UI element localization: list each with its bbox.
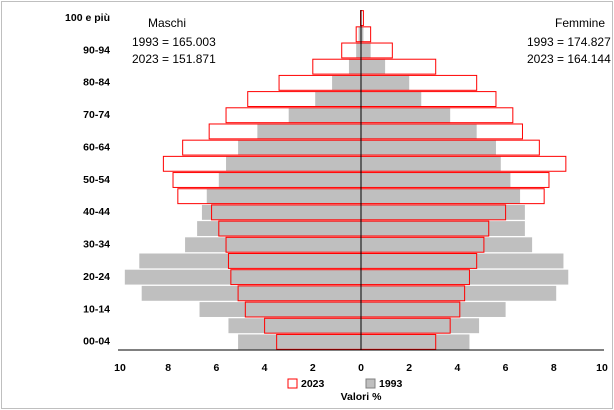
bar [361,253,564,269]
bar [361,188,521,204]
x-tick-label: 4 [262,362,268,374]
x-axis-label: Valori % [341,391,383,403]
y-tick-label: 10-14 [83,303,110,315]
side-label: Maschi [148,16,186,30]
bar [348,59,361,75]
bar [361,285,557,301]
bar [141,285,361,301]
bar [361,107,451,123]
x-tick-label: 8 [165,362,171,374]
y-tick-label: 90-94 [83,44,110,56]
bar [361,75,410,91]
side-note: 1993 = 174.827 [527,35,611,49]
bar [361,91,422,107]
y-tick-label: 40-44 [83,206,110,218]
y-tick-label: 60-64 [83,141,110,153]
bar [358,26,361,42]
bar [238,334,361,350]
y-tick-label: 50-54 [83,174,110,186]
legend-swatch [365,378,376,389]
y-tick-label: 00-04 [83,336,110,348]
bar [361,59,386,75]
x-tick-label: 6 [503,362,509,374]
bar [139,253,361,269]
bar [361,172,511,188]
x-tick-label: 6 [213,362,219,374]
y-tick-label: 20-24 [83,271,110,283]
bar [288,107,361,123]
bar [361,221,525,237]
bar [361,334,470,350]
bar [361,269,569,285]
bar [199,302,361,317]
side-note: 1993 = 165.003 [132,35,216,49]
bar [226,156,361,172]
bar [356,43,361,58]
bar [361,204,525,220]
legend-label: 1993 [379,378,403,390]
bar [361,26,364,42]
legend-label: 2023 [301,378,325,390]
bar [361,140,496,156]
x-tick-label: 2 [406,362,412,374]
side-note: 2023 = 164.144 [527,52,611,66]
side-note: 2023 = 151.871 [132,52,216,66]
x-tick-label: 8 [551,362,557,374]
bar [197,221,361,237]
x-tick-label: 10 [114,362,126,374]
x-tick-label: 2 [310,362,316,374]
bar [361,123,477,139]
side-label: Femmine [555,16,605,30]
bar [201,204,361,220]
bar [218,172,361,188]
bar [332,75,361,91]
x-tick-label: 4 [454,362,460,374]
bar [361,302,506,317]
y-tick-label: 80-84 [83,77,110,89]
bar [361,43,371,58]
bar [124,269,361,285]
bar [361,318,480,334]
bar [361,156,501,172]
y-tick-label: 100 e più [65,12,110,24]
x-tick-label: 0 [358,362,364,374]
bar [238,140,361,156]
bar [185,237,361,253]
x-tick-label: 10 [596,362,608,374]
legend-swatch [287,378,298,389]
bar [206,188,361,204]
y-tick-label: 30-34 [83,239,110,251]
bar [228,318,361,334]
y-tick-label: 70-74 [83,109,110,121]
bar [257,123,361,139]
bar [315,91,361,107]
bar [361,237,533,253]
